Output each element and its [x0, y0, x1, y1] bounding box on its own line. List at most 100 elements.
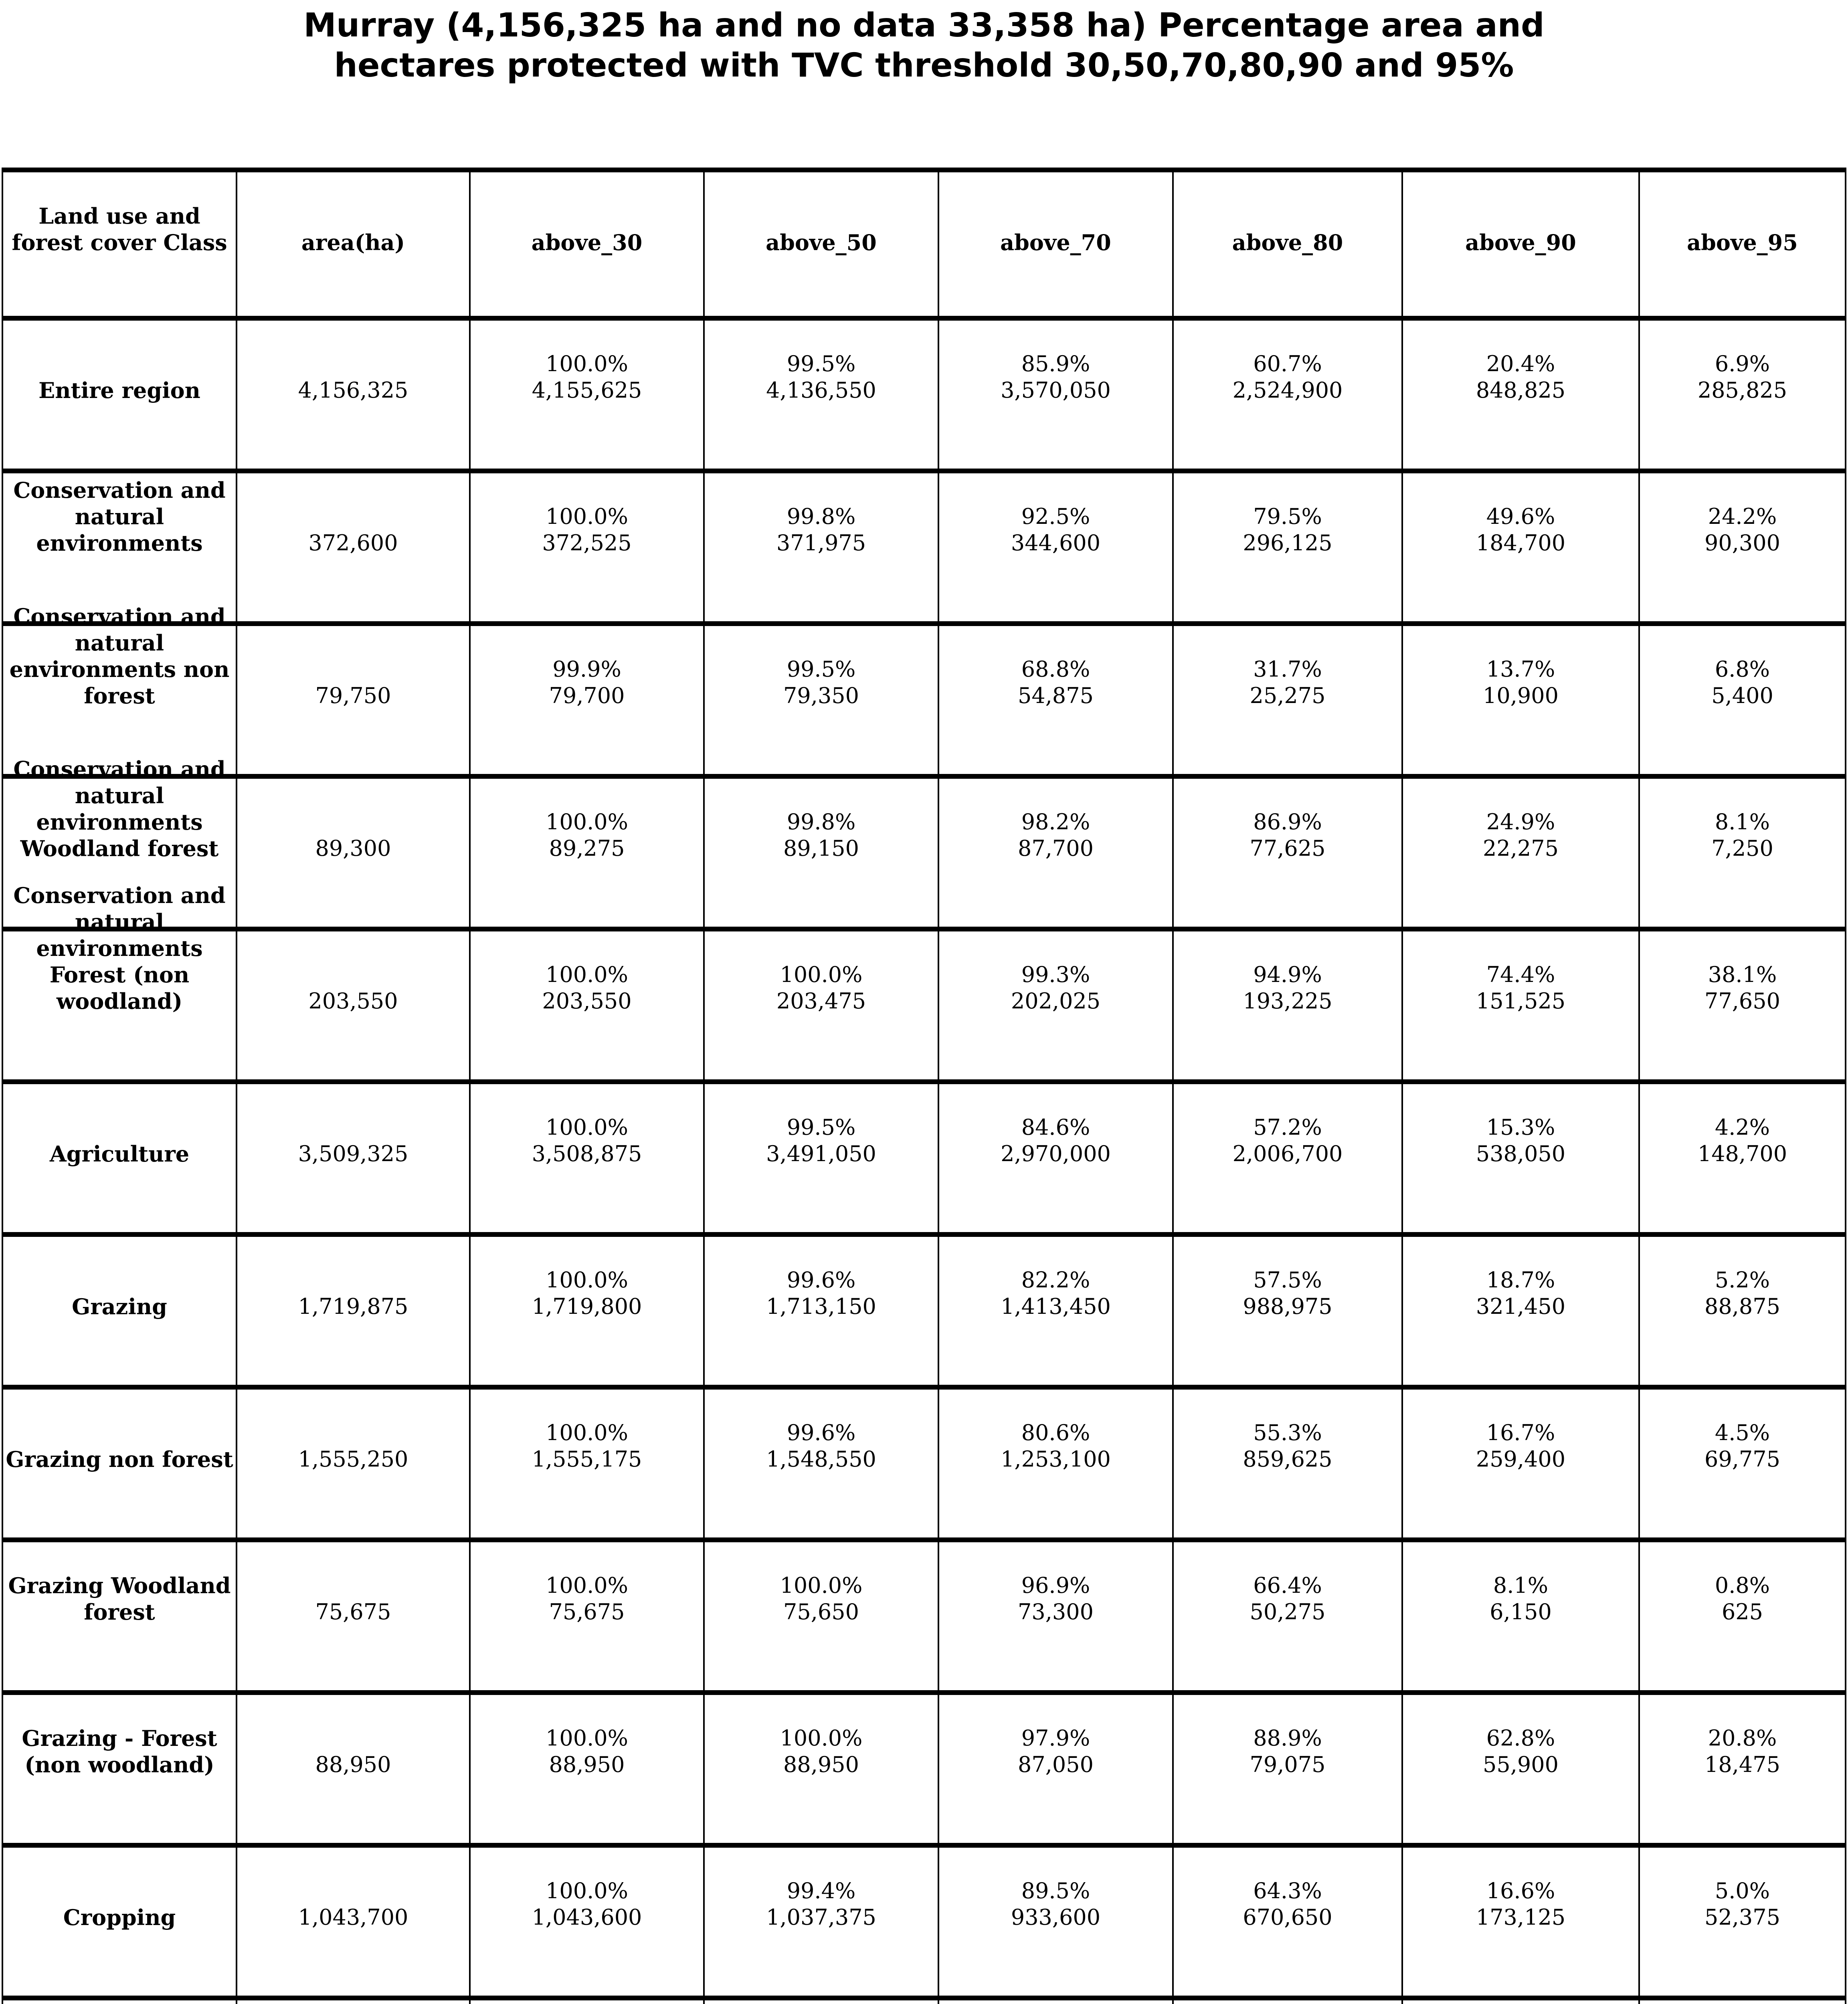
- percent-value: 16.7%: [1486, 1420, 1555, 1445]
- table-row: Irrigation745,350100.0%745,07599.3%740,1…: [3, 2000, 1845, 2004]
- area-value: 203,550: [236, 931, 469, 1079]
- area-value-text: 1,555,250: [298, 1446, 408, 1472]
- threshold-cell: 100.0% 75,650: [703, 1542, 938, 1690]
- table-body: Entire region 4,156,325 100.0% 4,155,625 99.…: [3, 321, 1845, 2004]
- hectares-value: 75,675: [549, 1599, 625, 1624]
- threshold-cell: 86.9% 77,625: [1172, 779, 1401, 927]
- threshold-cell: 38.1% 77,650: [1638, 931, 1845, 1079]
- row-label-text: Conservation and natural environments Fo…: [13, 883, 226, 1014]
- percent-value: 100.0%: [546, 351, 628, 376]
- percent-value: 6.9%: [1715, 351, 1770, 376]
- percent-value: 84.6%: [1021, 1115, 1090, 1140]
- percent-value: 98.2%: [1021, 809, 1090, 834]
- land-use-table: Land use and forest cover Class area(ha)…: [2, 168, 1846, 2004]
- percent-value: 82.2%: [1021, 1267, 1090, 1293]
- threshold-cell: 4.5% 69,775: [1638, 1390, 1845, 1537]
- threshold-cell: 94.9% 193,225: [1172, 931, 1401, 1079]
- col-header-above-70: above_70: [938, 172, 1172, 316]
- threshold-cell: 100.0% 89,275: [469, 779, 703, 927]
- col-header-above-90: above_90: [1401, 172, 1638, 316]
- hectares-value: 2,006,700: [1232, 1141, 1343, 1166]
- hectares-value: 3,491,050: [766, 1141, 876, 1166]
- percent-value: 64.3%: [1253, 1878, 1322, 1903]
- percent-value: 57.2%: [1253, 1115, 1322, 1140]
- hectares-value: 184,700: [1476, 530, 1566, 556]
- percent-value: 31.7%: [1253, 657, 1322, 682]
- percent-value: 13.7%: [1486, 657, 1555, 682]
- percent-value: 99.5%: [787, 1115, 856, 1140]
- percent-value: 66.4%: [1253, 1573, 1322, 1598]
- area-value: 88,950: [236, 1695, 469, 1843]
- hectares-value: 77,650: [1704, 988, 1780, 1014]
- percent-value: 99.8%: [787, 504, 856, 529]
- threshold-cell: 89.5% 933,600: [938, 1848, 1172, 1996]
- row-label: Grazing - Forest (non woodland): [3, 1695, 236, 1843]
- hectares-value: 1,253,100: [1001, 1446, 1111, 1472]
- hectares-value: 193,225: [1243, 988, 1332, 1014]
- percent-value: 100.0%: [546, 1115, 628, 1140]
- table-header-row: Land use and forest cover Class area(ha)…: [3, 172, 1845, 321]
- percent-value: 5.0%: [1715, 1878, 1770, 1903]
- threshold-cell: 8.1% 6,150: [1401, 1542, 1638, 1690]
- threshold-cell: 84.6% 2,970,000: [938, 1084, 1172, 1232]
- area-value: 372,600: [236, 473, 469, 621]
- col-header-class-text: Land use and forest cover Class: [12, 203, 227, 255]
- percent-value: 99.6%: [787, 1420, 856, 1445]
- threshold-cell: 74.4% 151,525: [1401, 931, 1638, 1079]
- threshold-cell: 62.8% 55,900: [1401, 1695, 1638, 1843]
- threshold-cell: 8.1% 7,250: [1638, 779, 1845, 927]
- threshold-cell: 100.0% 1,043,600: [469, 1848, 703, 1996]
- percent-value: 100.0%: [546, 1420, 628, 1445]
- table-row: Grazing Woodland forest 75,675 100.0% 75,67…: [3, 1542, 1845, 1695]
- col-header-area-text: area(ha): [301, 230, 405, 255]
- row-label: Grazing: [3, 1237, 236, 1385]
- percent-value: 100.0%: [780, 1573, 863, 1598]
- col-header-above-80: above_80: [1172, 172, 1401, 316]
- area-value: 75,675: [236, 1542, 469, 1690]
- table-row: Grazing - Forest (non woodland) 88,950 100…: [3, 1695, 1845, 1848]
- hectares-value: 88,950: [549, 1752, 625, 1777]
- hectares-value: 371,975: [776, 530, 866, 556]
- area-value-text: 1,719,875: [298, 1294, 408, 1319]
- percent-value: 97.9%: [1021, 1725, 1090, 1751]
- hectares-value: 148,700: [1697, 1141, 1787, 1166]
- col-header-above-50-text: above_50: [766, 230, 877, 255]
- area-value-text: 75,675: [315, 1599, 391, 1624]
- hectares-value: 89,275: [549, 836, 625, 861]
- threshold-cell: 79.5% 296,125: [1172, 473, 1401, 621]
- threshold-cell: 100.0% 203,550: [469, 931, 703, 1079]
- row-label: Grazing non forest: [3, 1390, 236, 1537]
- threshold-cell: 100.0% 1,719,800: [469, 1237, 703, 1385]
- percent-value: 86.9%: [1253, 809, 1322, 834]
- percent-value: 99.6%: [787, 1267, 856, 1293]
- threshold-cell: 99.3% 202,025: [938, 931, 1172, 1079]
- percent-value: 8.1%: [1493, 1573, 1549, 1598]
- percent-value: 94.9%: [1253, 962, 1322, 987]
- threshold-cell: 60.7% 2,524,900: [1172, 321, 1401, 469]
- area-value: 745,350: [236, 2000, 469, 2004]
- table-row: Cropping 1,043,700 100.0% 1,043,600 99.4% 1,0…: [3, 1848, 1845, 2000]
- percent-value: 99.3%: [1021, 962, 1090, 987]
- percent-value: 16.6%: [1486, 1878, 1555, 1903]
- hectares-value: 88,875: [1704, 1294, 1780, 1319]
- table-row: Conservation and natural environments Wo…: [3, 756, 1845, 931]
- threshold-cell: 99.9% 79,700: [469, 626, 703, 774]
- threshold-cell: 100.0% 88,950: [469, 1695, 703, 1843]
- row-label-text: Entire region: [38, 378, 200, 403]
- percent-value: 18.7%: [1486, 1267, 1555, 1293]
- threshold-cell: 13.7% 10,900: [1401, 626, 1638, 774]
- percent-value: 100.0%: [546, 1573, 628, 1598]
- threshold-cell: 99.5% 3,491,050: [703, 1084, 938, 1232]
- hectares-value: 79,075: [1250, 1752, 1326, 1777]
- hectares-value: 285,825: [1697, 378, 1787, 403]
- hectares-value: 173,125: [1476, 1905, 1566, 1930]
- percent-value: 100.0%: [780, 962, 863, 987]
- percent-value: 100.0%: [546, 1267, 628, 1293]
- area-value-text: 203,550: [308, 988, 398, 1014]
- area-value-text: 1,043,700: [298, 1905, 408, 1930]
- area-value: 1,555,250: [236, 1390, 469, 1537]
- row-label-text: Cropping: [63, 1905, 176, 1930]
- col-header-above-30-text: above_30: [531, 230, 643, 255]
- hectares-value: 4,136,550: [766, 378, 876, 403]
- threshold-cell: 16.7% 259,400: [1401, 1390, 1638, 1537]
